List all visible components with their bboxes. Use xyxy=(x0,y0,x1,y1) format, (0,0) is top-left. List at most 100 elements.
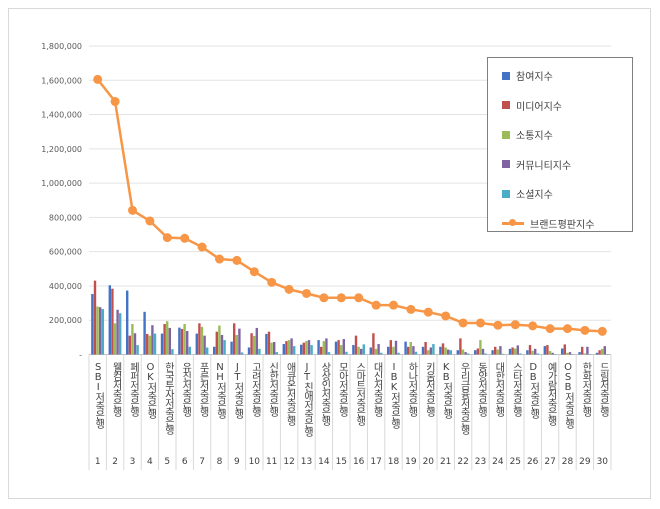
category-label: KB저축은행 xyxy=(440,362,452,418)
bar-미디어지수 xyxy=(511,347,514,355)
category-label: IBK저축은행 xyxy=(388,362,400,428)
bar-미디어지수 xyxy=(267,331,271,355)
rank-label: 21 xyxy=(439,457,452,467)
bar-미디어지수 xyxy=(476,348,479,355)
rank-label: 11 xyxy=(265,457,278,467)
bar-소셜지수 xyxy=(327,352,331,355)
category-label: 한화저축은행 xyxy=(579,362,591,416)
brand-index-point xyxy=(423,307,433,317)
brand-index-point xyxy=(215,254,224,264)
bar-참여지수 xyxy=(91,293,94,355)
bar-참여지수 xyxy=(108,285,111,355)
rank-label: 1 xyxy=(94,457,101,467)
category-label: 푸른저축은행 xyxy=(197,362,209,416)
bar-커뮤니티지수 xyxy=(534,348,537,355)
rank-label: 20 xyxy=(422,457,435,467)
bar-미디어지수 xyxy=(372,333,375,355)
brand-index-point xyxy=(162,233,172,243)
y-tick-label: 1,400,000 xyxy=(41,111,82,120)
legend-label: 참여지수 xyxy=(516,72,553,83)
legend-swatch xyxy=(502,101,510,109)
bar-커뮤니티지수 xyxy=(447,349,450,355)
category-label: OSB저축은행 xyxy=(562,362,574,428)
category-label: JT친애저축은행 xyxy=(301,362,313,436)
bar-커뮤니티지수 xyxy=(360,348,363,355)
rank-label: 12 xyxy=(283,457,295,467)
bar-미디어지수 xyxy=(233,323,236,355)
bar-커뮤니티지수 xyxy=(464,352,467,355)
bar-미디어지수 xyxy=(407,346,410,355)
bar-미디어지수 xyxy=(320,346,323,355)
rank-label: 6 xyxy=(181,457,188,467)
bar-미디어지수 xyxy=(93,280,97,355)
bar-커뮤니티지수 xyxy=(307,340,311,355)
bar-커뮤니티지수 xyxy=(220,334,224,355)
rank-label: 8 xyxy=(216,457,223,467)
bar-소통지수 xyxy=(479,340,482,355)
bar-소셜지수 xyxy=(432,344,435,355)
legend-swatch xyxy=(502,160,510,168)
brand-index-point xyxy=(284,284,294,294)
bar-소통지수 xyxy=(305,341,308,355)
bar-커뮤니티지수 xyxy=(516,345,519,355)
bar-커뮤니티지수 xyxy=(551,352,554,355)
bar-소셜지수 xyxy=(206,347,209,355)
brand-index-point xyxy=(267,277,277,287)
bar-커뮤니티지수 xyxy=(255,327,258,355)
y-tick-label: 400,000 xyxy=(49,282,82,291)
bar-미디어지수 xyxy=(598,350,601,355)
bar-미디어지수 xyxy=(459,338,462,355)
category-label: 키움저축은행 xyxy=(423,362,435,416)
legend-swatch xyxy=(502,130,510,139)
bar-소통지수 xyxy=(200,326,204,355)
bar-소셜지수 xyxy=(536,353,539,355)
legend-label: 소셜지수 xyxy=(516,190,553,201)
bar-소셜지수 xyxy=(414,351,418,355)
brand-index-point xyxy=(180,233,190,243)
bar-커뮤니티지수 xyxy=(412,346,415,355)
bar-소셜지수 xyxy=(223,340,226,355)
bar-미디어지수 xyxy=(146,333,149,355)
bar-미디어지수 xyxy=(163,323,166,355)
brand-index-point xyxy=(528,321,538,331)
bar-소셜지수 xyxy=(310,345,313,355)
bar-소통지수 xyxy=(218,325,221,355)
category-label: OK저축은행 xyxy=(144,362,156,418)
bar-참여지수 xyxy=(317,340,320,355)
bar-커뮤니티지수 xyxy=(568,352,572,355)
bar-미디어지수 xyxy=(424,341,427,355)
bar-소셜지수 xyxy=(153,333,157,355)
brand-index-point xyxy=(93,74,103,84)
bar-참여지수 xyxy=(143,311,146,355)
bar-소셜지수 xyxy=(101,309,104,355)
rank-label: 22 xyxy=(457,457,469,467)
bar-참여지수 xyxy=(456,350,459,355)
brand-index-point xyxy=(128,205,137,215)
category-label: 한국투자저축은행 xyxy=(162,362,174,434)
bar-커뮤니티지수 xyxy=(151,325,154,355)
legend-item: 참여지수 xyxy=(502,68,553,83)
bar-참여지수 xyxy=(369,347,372,355)
bar-커뮤니티지수 xyxy=(481,348,485,355)
category-label: 동양저축은행 xyxy=(475,362,487,416)
chart-frame xyxy=(8,8,651,499)
bar-소통지수 xyxy=(357,346,360,355)
brand-index-point xyxy=(563,324,572,334)
bar-커뮤니티지수 xyxy=(290,338,293,355)
y-tick-label: 800,000 xyxy=(49,213,82,222)
bar-커뮤니티지수 xyxy=(394,340,398,355)
bar-소셜지수 xyxy=(345,351,348,355)
rank-label: 30 xyxy=(596,457,609,467)
brand-index-point xyxy=(406,304,416,314)
rank-label: 26 xyxy=(526,457,539,467)
category-label: 대한저축은행 xyxy=(492,362,504,416)
bar-미디어지수 xyxy=(215,331,218,355)
bar-소통지수 xyxy=(131,323,134,355)
bar-커뮤니티지수 xyxy=(377,344,380,355)
bar-소통지수 xyxy=(548,351,552,355)
rank-label: 13 xyxy=(300,457,313,467)
bar-참여지수 xyxy=(491,350,494,355)
bar-소셜지수 xyxy=(275,352,278,355)
bar-소통지수 xyxy=(96,306,99,355)
category-label: 하나저축은행 xyxy=(405,362,417,416)
